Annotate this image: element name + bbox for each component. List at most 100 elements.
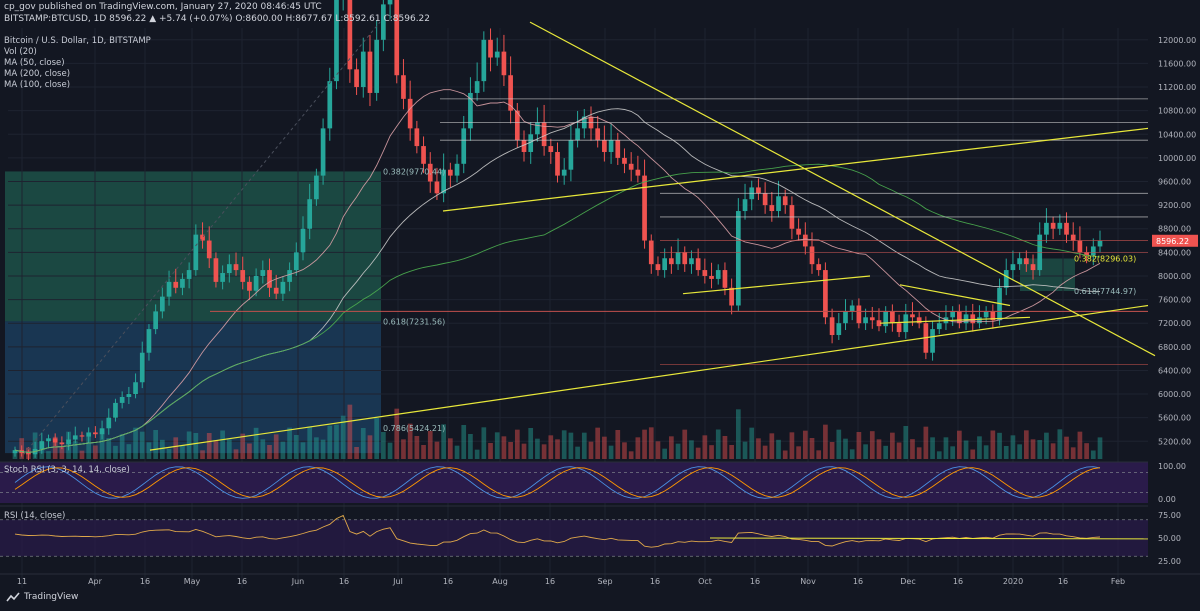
volume-bar — [441, 424, 446, 459]
candle-body — [441, 169, 446, 194]
volume-bar — [427, 431, 433, 459]
candle-body — [220, 273, 225, 282]
volume-bar — [186, 431, 192, 459]
candle-body — [555, 151, 560, 176]
legend-ma200[interactable]: MA (200, close) — [4, 69, 71, 79]
price-tick-label: 11600.00 — [1158, 59, 1196, 68]
candle-body — [890, 311, 895, 324]
volume-bar — [347, 404, 353, 459]
candle-body — [936, 323, 942, 330]
date-tick-label: Nov — [800, 577, 816, 586]
trendline — [879, 316, 1031, 324]
date-tick-label: 16 — [953, 577, 963, 586]
date-tick-label: 16 — [237, 577, 247, 586]
candle-body — [1050, 222, 1056, 229]
volume-bar — [1037, 440, 1043, 459]
date-tick-label: Jul — [392, 577, 403, 586]
volume-bar — [548, 435, 554, 459]
fib-level-label: 0.382(9770.44) — [383, 167, 445, 176]
legend-rsi[interactable]: RSI (14, close) — [4, 511, 66, 521]
volume-bar — [823, 424, 828, 459]
chart-title: Bitcoin / U.S. Dollar, 1D, BITSTAMP — [4, 36, 151, 46]
candle-body — [166, 281, 172, 297]
candle-body — [548, 146, 554, 152]
candle-body — [883, 311, 889, 327]
candle-body — [608, 140, 614, 152]
legend-ma50[interactable]: MA (50, close) — [4, 58, 65, 68]
volume-bar — [702, 435, 708, 459]
volume-bar — [635, 437, 641, 459]
volume-bar — [126, 444, 132, 459]
volume-bar — [468, 434, 473, 459]
date-tick-label: 16 — [140, 577, 150, 586]
candle-body — [689, 258, 694, 265]
candle-body — [293, 252, 299, 271]
candle-body — [72, 435, 78, 440]
price-tick-label: 7200.00 — [1158, 319, 1191, 328]
candle-body — [990, 311, 996, 321]
candle-body — [863, 317, 868, 324]
candle-body — [226, 264, 232, 274]
candle-body — [655, 264, 661, 271]
volume-bar — [628, 451, 634, 459]
volume-bar — [662, 448, 668, 459]
volume-bar — [86, 435, 92, 459]
volume-bar — [541, 444, 547, 459]
volume-bar — [910, 439, 915, 459]
volume-bar — [367, 435, 373, 459]
candle-body — [206, 240, 212, 259]
volume-bar — [488, 443, 493, 459]
trendline — [442, 127, 1149, 212]
candle-body — [327, 81, 333, 129]
volume-bar — [829, 442, 835, 459]
volume-bar — [575, 446, 580, 459]
candle-body — [1090, 246, 1096, 256]
volume-bar — [983, 445, 989, 459]
volume-bar — [153, 430, 158, 459]
trendline — [149, 304, 1149, 451]
legend-vol[interactable]: Vol (20) — [4, 47, 37, 57]
price-tick-label: 6800.00 — [1158, 343, 1191, 352]
date-tick-label: 16 — [650, 577, 660, 586]
tradingview-brand[interactable]: TradingView — [6, 592, 78, 602]
volume-bar — [950, 446, 955, 459]
volume-bar — [72, 440, 78, 459]
volume-bar — [514, 429, 520, 459]
candle-body — [535, 122, 540, 135]
volume-bar — [622, 442, 627, 459]
volume-bar — [977, 436, 982, 459]
candle-body — [133, 382, 138, 395]
candle-body — [52, 438, 58, 443]
price-tick-label: 10000.00 — [1158, 154, 1196, 163]
candle-body — [46, 438, 51, 442]
price-tick-label: 12000.00 — [1158, 36, 1196, 45]
stoch-d-line — [14, 467, 1101, 498]
volume-bar — [715, 429, 721, 459]
candle-body — [702, 270, 708, 276]
volume-bar — [240, 433, 246, 459]
rsi-axis-label: 75.00 — [1158, 511, 1181, 520]
volume-bar — [930, 437, 935, 459]
volume-bar — [749, 427, 755, 459]
candle-body — [374, 39, 380, 93]
volume-bar — [789, 432, 795, 459]
volume-bar — [1090, 450, 1096, 459]
date-tick-label: 16 — [545, 577, 555, 586]
legend-ma100[interactable]: MA (100, close) — [4, 80, 71, 90]
candle-body — [648, 240, 654, 265]
candle-body — [622, 157, 627, 164]
volume-bar — [849, 449, 855, 459]
volume-bar — [200, 450, 205, 459]
candle-body — [1030, 264, 1036, 271]
candle-body — [836, 323, 842, 336]
candle-body — [514, 110, 520, 141]
date-tick-label: 16 — [443, 577, 453, 586]
volume-bar — [334, 424, 339, 459]
date-tick-label: Sep — [597, 577, 612, 586]
legend-stoch-rsi[interactable]: Stoch RSI (3, 3, 14, 14, close) — [4, 465, 130, 475]
volume-bar — [447, 438, 453, 459]
volume-bar — [602, 436, 607, 459]
trendline — [529, 21, 1156, 357]
volume-bar — [421, 445, 426, 459]
